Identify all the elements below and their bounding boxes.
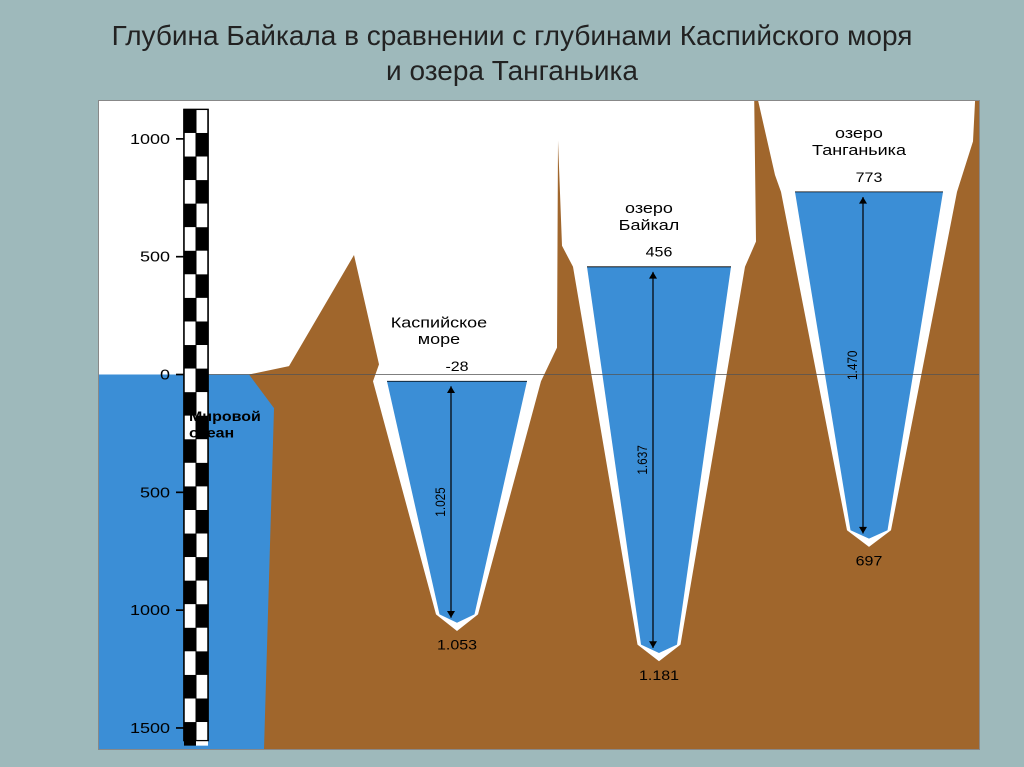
tick-500: 500 [140, 484, 170, 501]
depth-chart: 1000500050010001500МировойокеанКаспийско… [98, 100, 980, 750]
tick-1000: 1000 [130, 602, 170, 619]
surface-tanganyika: 773 [856, 171, 883, 186]
bottom-tanganyika: 697 [856, 555, 883, 570]
tick-1000: 1000 [130, 130, 170, 147]
name-baikal: озероБайкал [619, 199, 680, 233]
tick-1500: 1500 [130, 719, 170, 736]
bottom-caspian: 1.053 [437, 639, 477, 654]
surface-caspian: -28 [445, 360, 468, 375]
depth-caspian: 1.025 [432, 487, 448, 516]
depth-baikal: 1.637 [634, 445, 650, 474]
depth-tanganyika: 1.470 [844, 351, 860, 380]
tick-500: 500 [140, 248, 170, 265]
name-caspian: Каспийскоеморе [391, 314, 487, 348]
surface-baikal: 456 [646, 246, 673, 261]
title-line-1: Глубина Байкала в сравнении с глубинами … [112, 20, 913, 51]
title-line-2: и озера Танганьика [386, 55, 638, 86]
name-tanganyika: озероТанганьика [812, 124, 907, 158]
tick-0: 0 [160, 366, 170, 383]
page-title: Глубина Байкала в сравнении с глубинами … [0, 18, 1024, 88]
bottom-baikal: 1.181 [639, 669, 679, 684]
